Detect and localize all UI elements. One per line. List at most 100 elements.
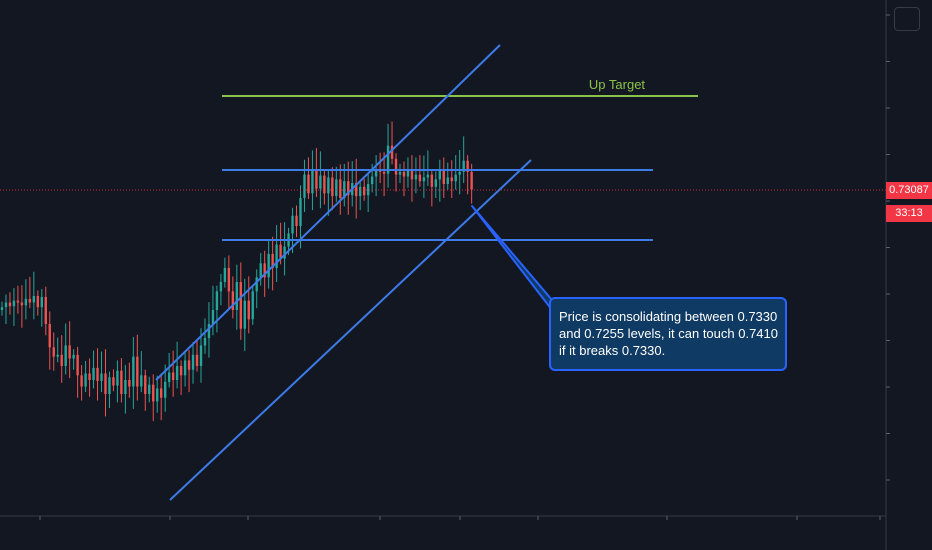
candle-body <box>128 380 131 387</box>
candle-body <box>84 373 87 387</box>
candle-body <box>32 296 36 303</box>
candle-body <box>64 345 67 366</box>
candle-body <box>299 198 302 226</box>
candle-body <box>370 176 374 184</box>
candle-body <box>426 174 430 178</box>
candle-body <box>40 296 43 308</box>
candle-body <box>199 345 203 366</box>
candle-body <box>247 300 250 320</box>
candle-body <box>124 380 127 394</box>
candle-body <box>430 174 434 187</box>
candle-body <box>96 367 99 381</box>
candle-body <box>454 174 457 182</box>
candle-body <box>446 177 449 184</box>
candle-body <box>382 171 386 174</box>
candle-body <box>24 298 28 306</box>
annotation-callout[interactable]: Price is consolidating between 0.7330 an… <box>549 297 787 371</box>
up-target-label: Up Target <box>588 77 646 92</box>
candle-body <box>414 174 418 180</box>
candle-body <box>195 354 199 366</box>
candle-body <box>171 372 175 380</box>
annotation-line-1: Price is consolidating between 0.7330 <box>559 309 778 324</box>
candle-body <box>36 296 40 308</box>
candle-body <box>267 254 270 278</box>
candle-body <box>323 175 326 194</box>
candle-body <box>374 170 378 177</box>
annotation-line-2: and 0.7255 levels, it can touch 0.7410 <box>559 326 778 341</box>
candle-body <box>72 354 75 359</box>
candle-body <box>92 367 95 380</box>
candle-body <box>56 354 59 357</box>
candle-body <box>144 375 147 394</box>
candle-body <box>271 254 274 268</box>
annotation-line-3: if it breaks 0.7330. <box>559 343 666 358</box>
countdown-badge: 33:13 <box>886 205 932 222</box>
channel-lower-line[interactable] <box>169 159 532 501</box>
candle-body <box>112 377 115 386</box>
candle-body <box>148 384 151 394</box>
candle-body <box>243 300 246 329</box>
candle-body <box>8 302 12 307</box>
candle-body <box>191 354 195 370</box>
candle-body <box>116 370 119 386</box>
candle-body <box>422 177 426 182</box>
candle-body <box>283 246 286 259</box>
candle-body <box>4 302 8 308</box>
current-price-badge: 0.73087 <box>886 182 932 199</box>
candle-body <box>207 324 211 338</box>
candle-body <box>275 244 278 268</box>
candle-body <box>203 338 207 346</box>
candle-body <box>28 298 32 303</box>
candle-body <box>434 179 438 187</box>
candle-body <box>0 307 4 310</box>
candle-body <box>108 377 111 394</box>
candle-body <box>398 171 402 175</box>
candle-body <box>88 373 91 380</box>
candle-body <box>183 360 187 376</box>
candle-body <box>335 179 338 197</box>
price-axis[interactable] <box>885 0 890 550</box>
candle-body <box>359 186 362 197</box>
candle-body <box>311 170 314 194</box>
candle-body <box>418 174 422 182</box>
candle-body <box>406 170 410 177</box>
candle-body <box>263 263 266 278</box>
candle-body <box>132 356 135 387</box>
candle-body <box>295 215 298 226</box>
candle-body <box>231 291 235 310</box>
candle-body <box>291 215 294 234</box>
candle-body <box>390 145 394 159</box>
candle-body <box>160 388 163 398</box>
candle-body <box>362 186 366 196</box>
candle-body <box>215 291 219 310</box>
candle-body <box>410 170 414 180</box>
candle-body <box>16 300 20 303</box>
candle-body <box>327 177 330 194</box>
candle-body <box>140 375 143 387</box>
candle-body <box>152 384 155 402</box>
time-axis[interactable] <box>0 515 886 520</box>
candle-body <box>442 170 445 184</box>
candle-body <box>386 145 390 174</box>
chart-menu-button[interactable] <box>894 7 920 31</box>
candle-body <box>279 244 282 259</box>
channel-upper-line[interactable] <box>155 44 501 381</box>
candle-body <box>235 282 239 310</box>
candle-body <box>211 310 215 324</box>
candle-body <box>80 375 83 387</box>
candle-body <box>339 179 342 198</box>
candle-body <box>223 268 227 282</box>
candle-body <box>179 366 183 376</box>
candle-body <box>20 302 24 306</box>
candle-body <box>438 170 441 180</box>
candle-body <box>347 181 350 196</box>
candle-body <box>187 360 191 370</box>
candle-body <box>44 296 47 324</box>
candle-body <box>331 177 334 197</box>
candle-body <box>120 370 123 394</box>
candle-body <box>251 291 254 320</box>
candle-body <box>219 282 223 292</box>
candle-body <box>255 277 258 292</box>
candle-body <box>60 354 63 366</box>
